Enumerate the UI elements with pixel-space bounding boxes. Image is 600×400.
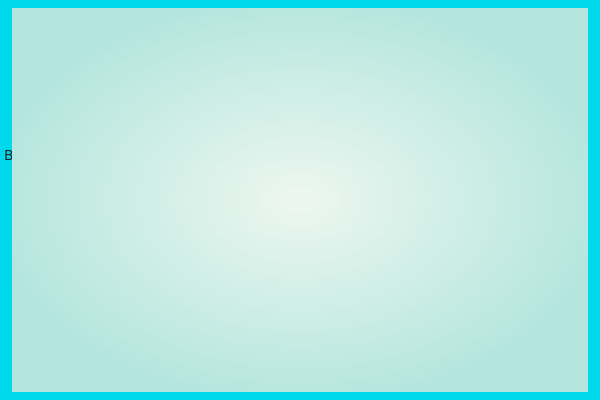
Text: Assaults (3.8%): Assaults (3.8%) (32, 294, 268, 319)
Text: Thefts (61.5%): Thefts (61.5%) (368, 241, 577, 255)
Text: Burglaries (34.6%): Burglaries (34.6%) (4, 148, 245, 162)
Wedge shape (164, 78, 300, 312)
Text: City-Data.com: City-Data.com (447, 67, 531, 80)
Wedge shape (268, 74, 300, 210)
Title: Crimes by type - 2013: Crimes by type - 2013 (171, 13, 429, 33)
Wedge shape (209, 74, 436, 346)
